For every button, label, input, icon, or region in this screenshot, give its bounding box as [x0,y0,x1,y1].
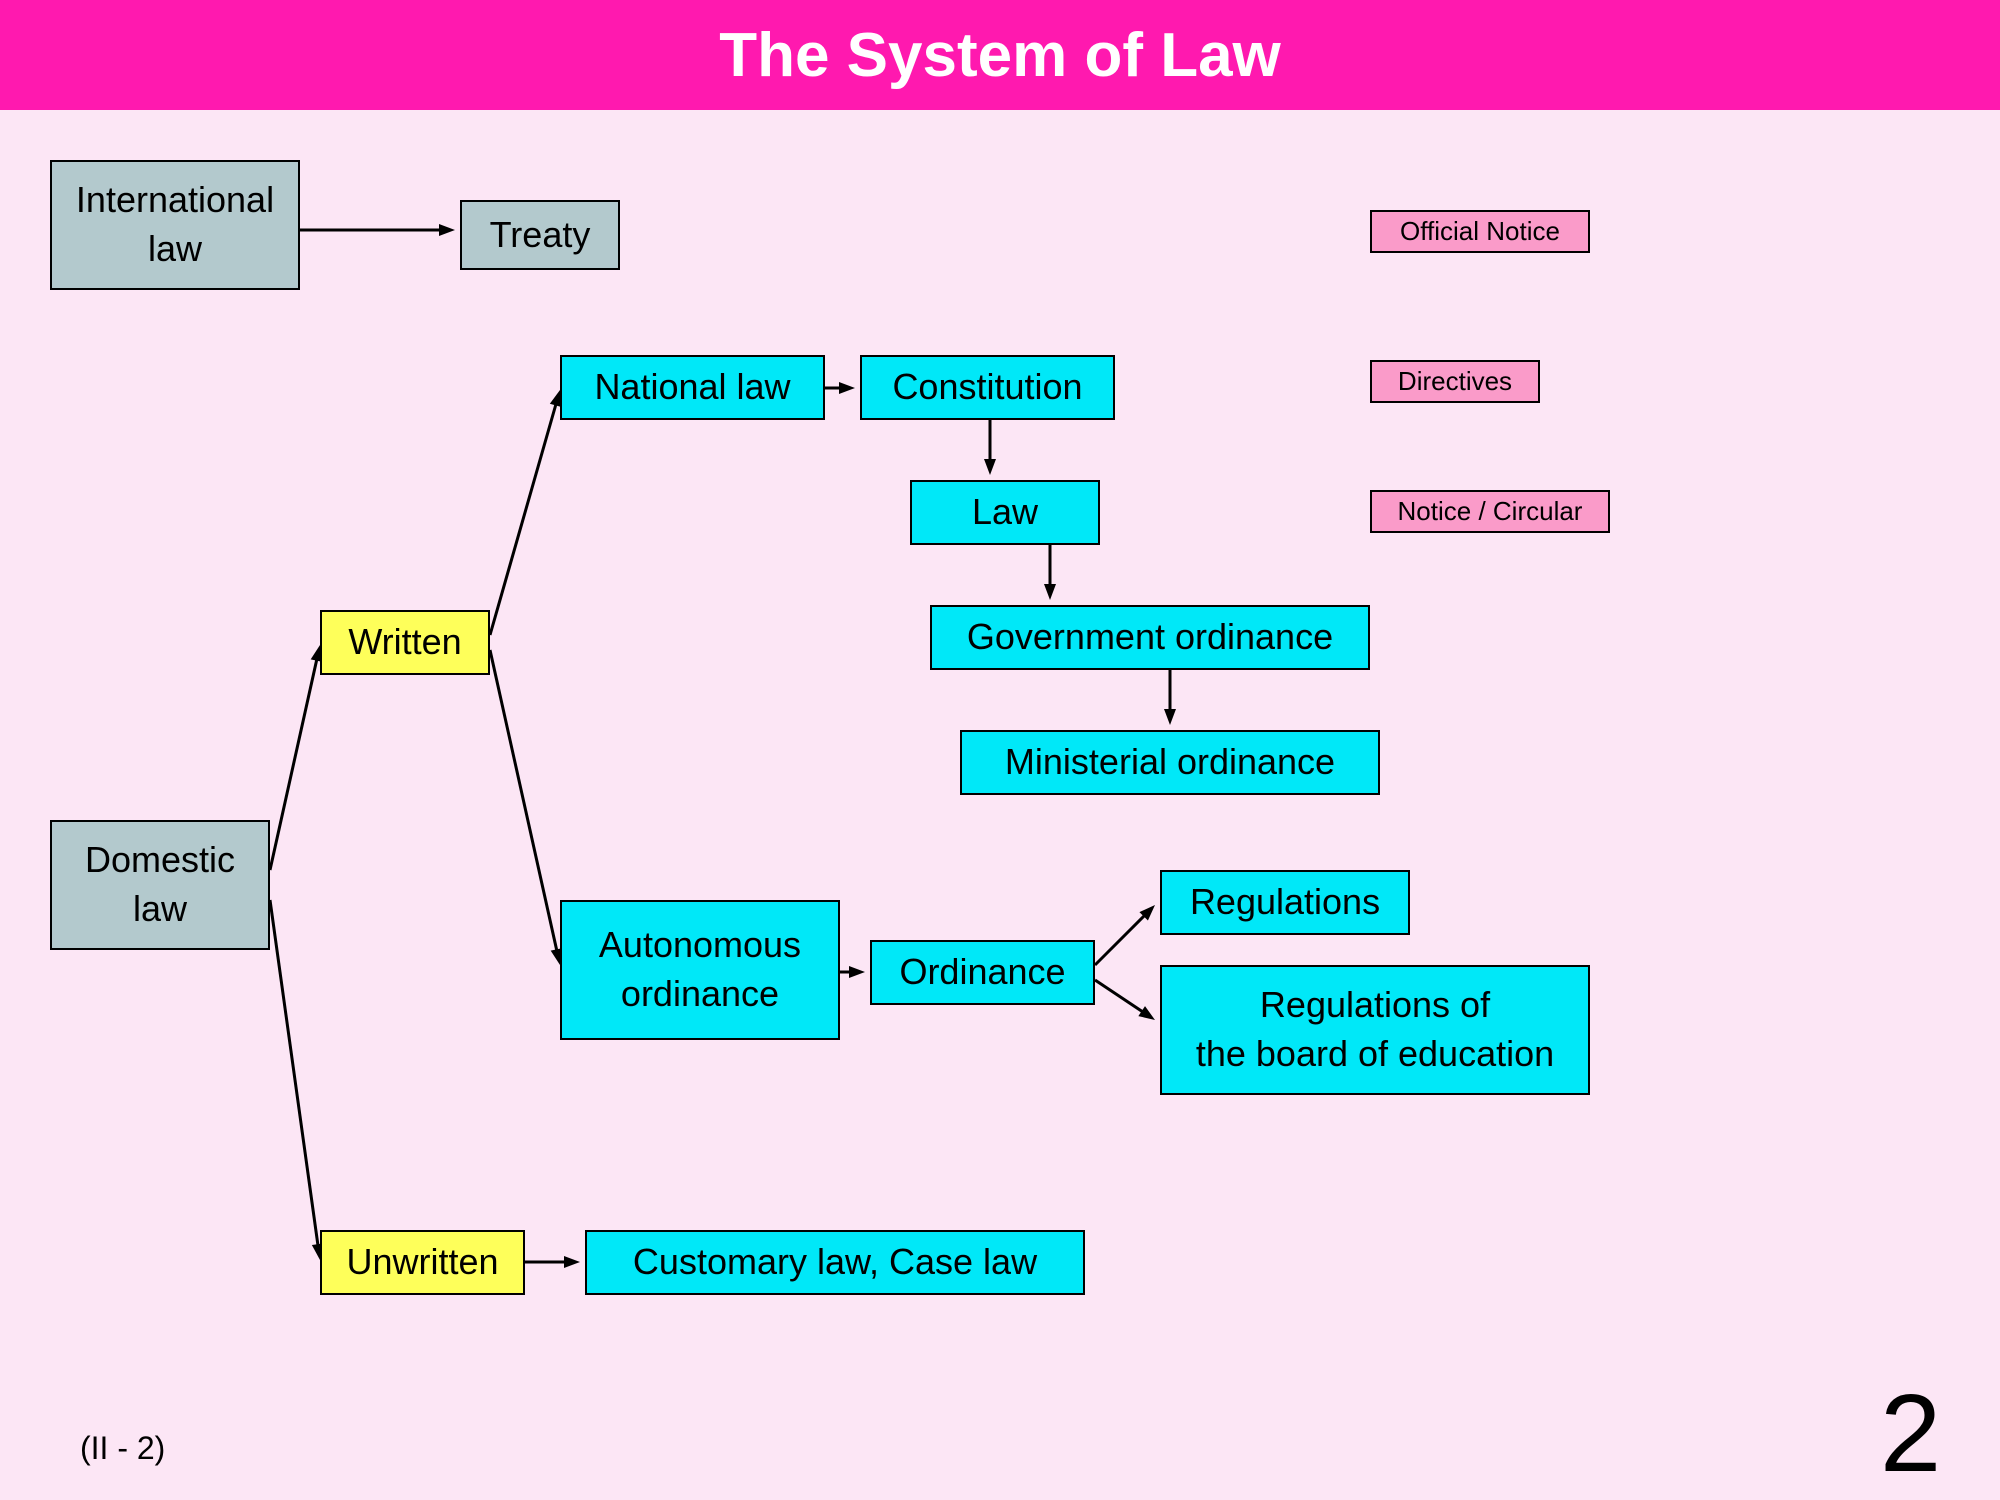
node-domestic-law: Domestic law [50,820,270,950]
legend-notice-circular: Notice / Circular [1370,490,1610,533]
node-treaty: Treaty [460,200,620,270]
node-constitution: Constitution [860,355,1115,420]
page-title: The System of Law [0,0,2000,110]
node-ministerial-ordinance: Ministerial ordinance [960,730,1380,795]
node-national-law: National law [560,355,825,420]
page-number: 2 [1880,1370,1941,1497]
node-government-ordinance: Government ordinance [930,605,1370,670]
node-customary-law: Customary law, Case law [585,1230,1085,1295]
legend-official-notice: Official Notice [1370,210,1590,253]
footer-section-ref: (II - 2) [80,1430,165,1467]
node-regulations: Regulations [1160,870,1410,935]
node-autonomous-ordinance: Autonomous ordinance [560,900,840,1040]
legend-directives: Directives [1370,360,1540,403]
node-regulations-board: Regulations of the board of education [1160,965,1590,1095]
node-written: Written [320,610,490,675]
node-unwritten: Unwritten [320,1230,525,1295]
node-ordinance: Ordinance [870,940,1095,1005]
node-international-law: International law [50,160,300,290]
node-law: Law [910,480,1100,545]
